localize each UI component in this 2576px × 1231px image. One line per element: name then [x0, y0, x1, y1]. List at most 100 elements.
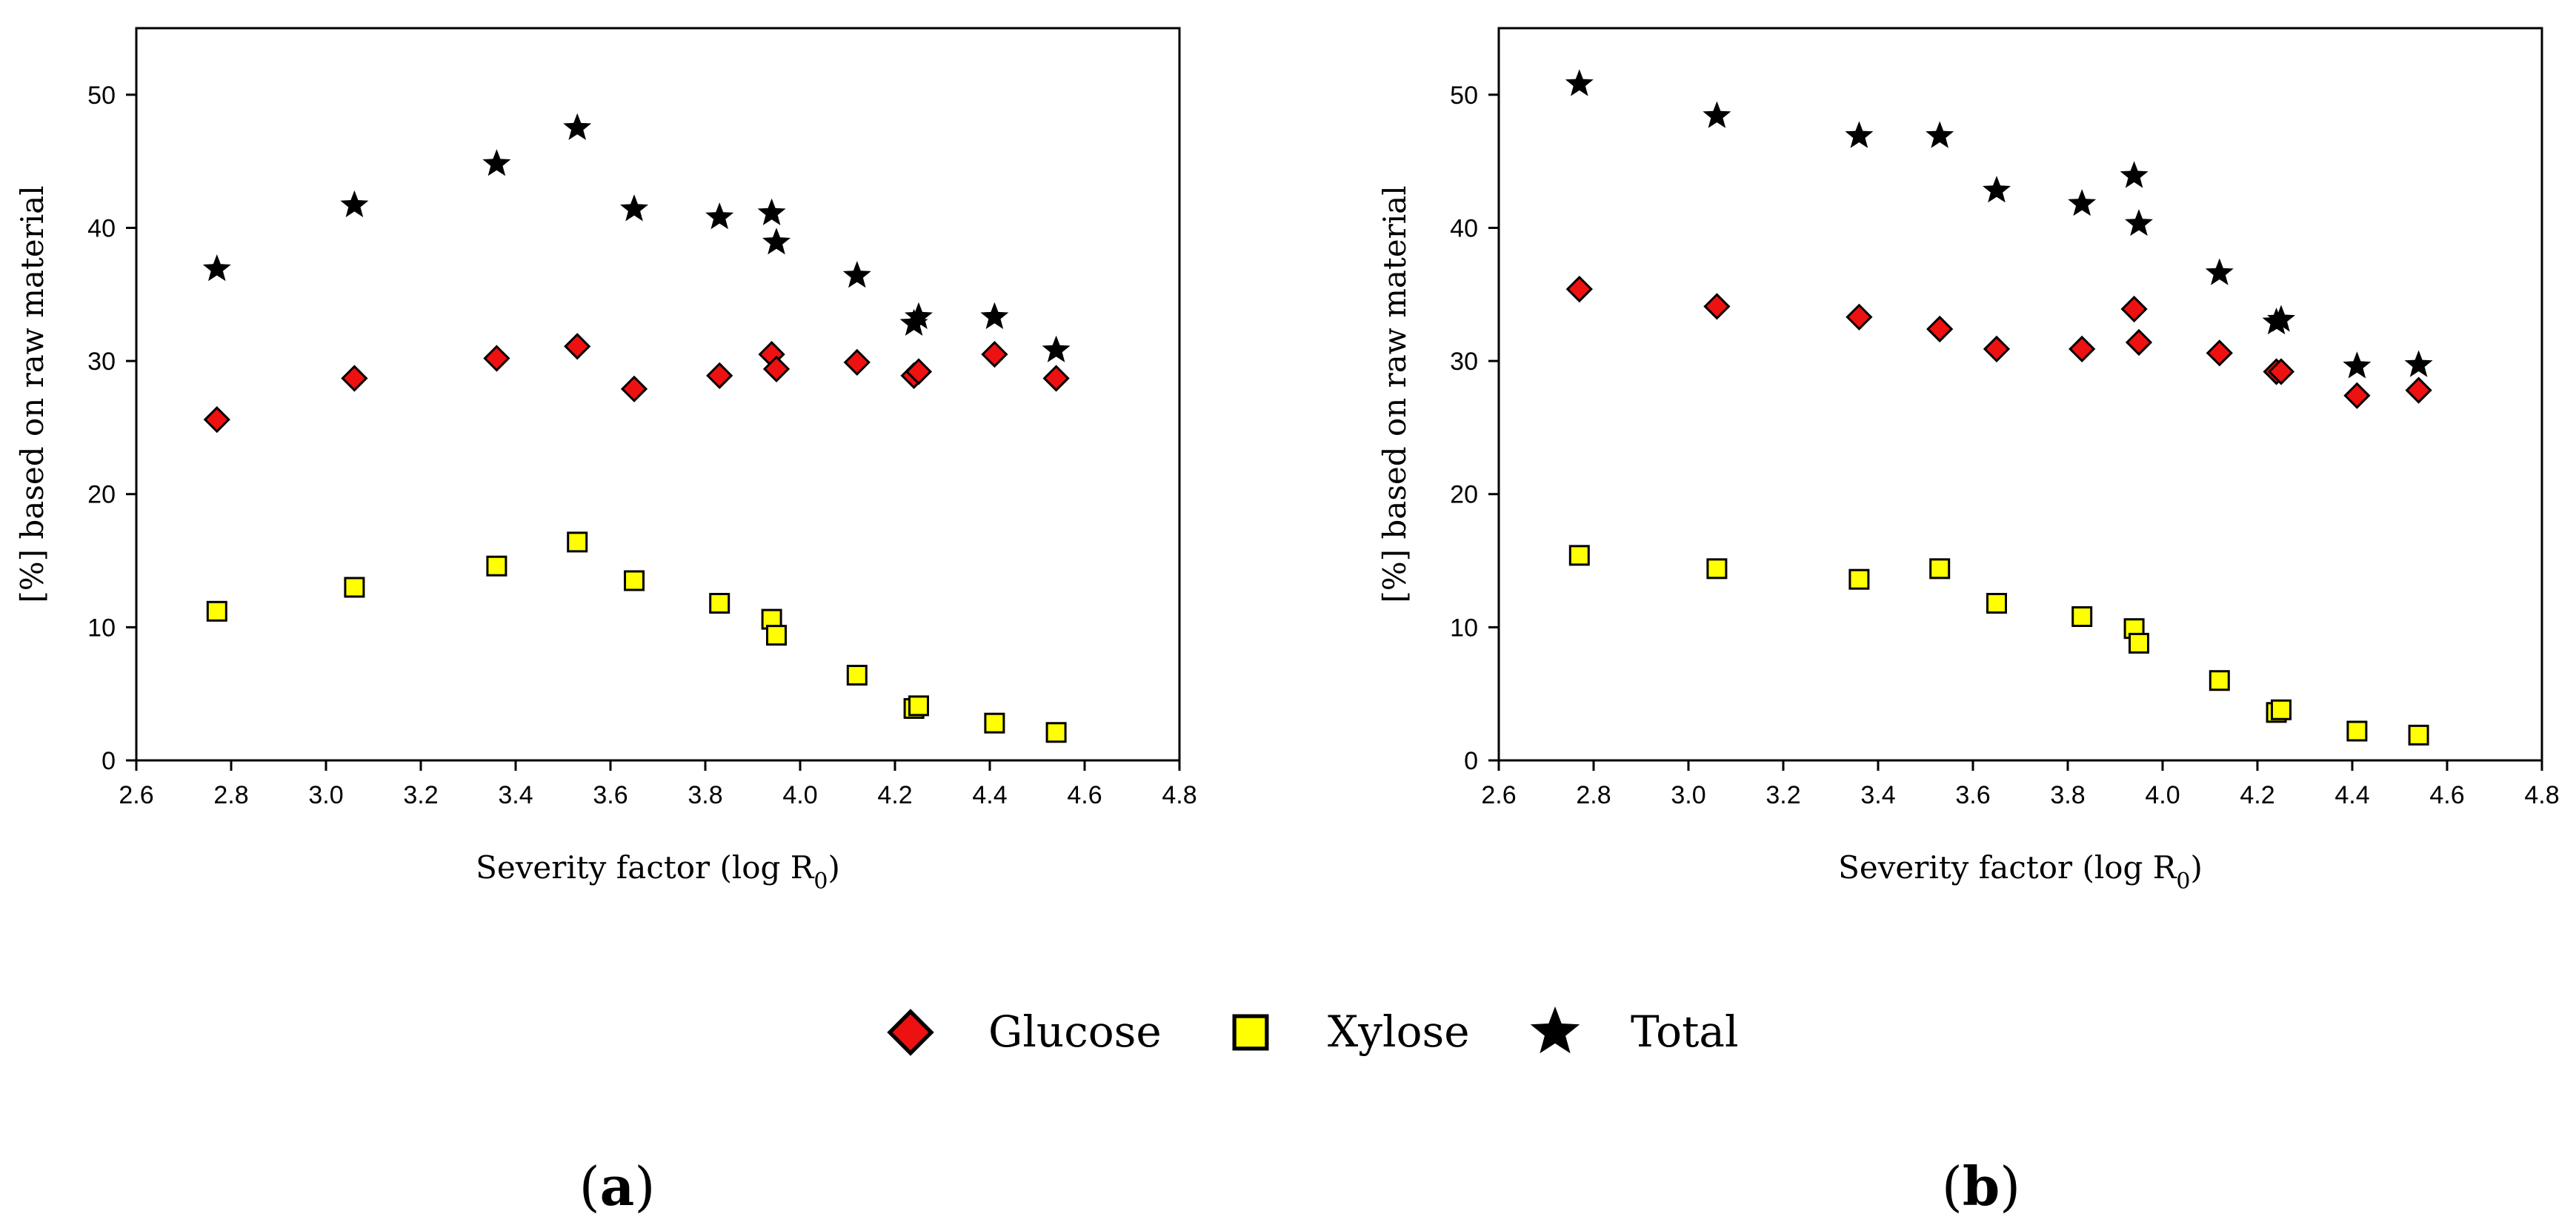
xylose-point [1568, 545, 1590, 566]
x-tick-label: 2.8 [1576, 781, 1611, 809]
total-point [1983, 176, 2011, 203]
glucose-point [905, 358, 933, 385]
x-tick-label: 4.8 [1162, 781, 1197, 809]
xylose-point [344, 577, 365, 598]
glucose-point [203, 406, 230, 434]
y-tick-label: 40 [87, 214, 116, 242]
legend-square-shape [1232, 1014, 1269, 1051]
xylose-point [2271, 699, 2292, 720]
total-point [2068, 189, 2097, 216]
y-tick-label: 0 [101, 747, 116, 775]
total-point [1703, 101, 1731, 128]
legend-item-xylose: Xylose [1232, 1006, 1470, 1057]
y-tick-label: 40 [1450, 214, 1478, 242]
glucose-point [762, 355, 791, 382]
panel-b-y-axis-label: [%] based on raw material [1377, 185, 1413, 603]
x-tick-label: 2.8 [213, 781, 248, 809]
x-tick-label: 3.4 [1860, 781, 1895, 809]
xylose-point [2129, 632, 2149, 654]
total-point [340, 190, 369, 218]
xylose-point [1986, 593, 2007, 614]
x-tick-label: 2.6 [1481, 781, 1516, 809]
xylose-point [846, 665, 868, 686]
x-tick-label: 4.6 [2429, 781, 2464, 809]
x-tick-label: 4.0 [782, 781, 817, 809]
xylose-point [1848, 568, 1870, 590]
x-tick-label: 3.0 [1671, 781, 1705, 809]
xylose-point [984, 712, 1005, 734]
xylose-point [206, 600, 227, 622]
xylose-point [2071, 605, 2093, 627]
glucose-point [620, 375, 648, 402]
legend-glucose-label: Glucose [988, 1006, 1162, 1057]
glucose-point [1565, 275, 1593, 303]
total-point [980, 302, 1009, 329]
y-tick-label: 30 [1450, 348, 1478, 376]
panel-a-y-ticks: 0 10 20 30 40 50 [87, 82, 136, 775]
x-tick-label: 3.8 [2050, 781, 2085, 809]
glucose-point [1846, 303, 1873, 331]
total-point [482, 149, 511, 176]
xylose-point [567, 531, 588, 553]
panel-a-chart: 2.6 2.8 3.0 3.2 3.4 3.6 3.8 4.0 4.2 4.4 4.6 4.8 0 10… [14, 27, 1197, 895]
panel-a-label: (a) [579, 1155, 656, 1218]
panel-b-data-points [1565, 69, 2433, 746]
xylose-point [2346, 720, 2368, 742]
y-tick-label: 0 [1464, 747, 1478, 775]
panel-b-plot-frame [1497, 27, 2543, 762]
total-point [563, 113, 592, 140]
legend-glucose-marker [887, 1009, 934, 1056]
legend: Glucose Xylose Total [887, 1006, 1739, 1057]
legend-total-marker [1530, 1006, 1580, 1054]
xylose-point [2408, 724, 2429, 746]
xylose-point [624, 570, 645, 591]
total-point [1565, 69, 1594, 96]
glucose-point [2405, 376, 2432, 404]
total-point [1926, 121, 1954, 148]
xylose-point [908, 695, 929, 717]
glucose-point [2267, 358, 2295, 385]
glucose-point [2125, 328, 2153, 356]
x-tick-label: 3.6 [593, 781, 628, 809]
x-tick-label: 4.6 [1067, 781, 1102, 809]
x-tick-label: 4.0 [2145, 781, 2180, 809]
x-tick-label: 4.4 [2334, 781, 2369, 809]
total-point [2120, 161, 2149, 188]
panel-b-x-axis-label: Severity factor (log R0) [1838, 849, 2203, 895]
legend-total-label: Total [1631, 1006, 1739, 1057]
x-tick-label: 3.2 [1765, 781, 1800, 809]
x-tick-label: 3.0 [308, 781, 343, 809]
xylose-point [486, 555, 507, 577]
glucose-point [2069, 335, 2096, 363]
total-point [2404, 350, 2433, 377]
glucose-point [1042, 365, 1070, 392]
legend-item-total: Total [1530, 1006, 1739, 1057]
x-tick-label: 4.4 [972, 781, 1007, 809]
xylose-point [2209, 670, 2230, 691]
total-point [202, 254, 231, 282]
y-tick-label: 10 [1450, 614, 1478, 642]
total-point [1042, 335, 1071, 362]
xylose-point [1706, 558, 1728, 580]
total-point [705, 202, 734, 230]
total-point [905, 302, 933, 329]
panel-a-plot-frame [135, 27, 1181, 762]
total-point [842, 261, 871, 288]
total-point [2205, 258, 2234, 285]
panel-a-y-axis-label: [%] based on raw material [14, 185, 50, 603]
x-tick-label: 3.4 [498, 781, 533, 809]
glucose-point [2206, 339, 2233, 367]
panel-b-y-ticks: 0 10 20 30 40 50 [1450, 82, 1499, 775]
y-tick-label: 20 [87, 481, 116, 509]
total-point [757, 198, 786, 225]
glucose-point [483, 345, 510, 372]
glucose-point [2120, 295, 2148, 323]
xylose-point [766, 625, 787, 646]
panel-a-x-axis-label: Severity factor (log R0) [476, 849, 840, 895]
xylose-point [709, 593, 730, 614]
legend-item-glucose: Glucose [887, 1006, 1162, 1057]
total-point [2125, 209, 2153, 236]
glucose-point [1983, 335, 2011, 363]
glucose-point [564, 333, 591, 360]
